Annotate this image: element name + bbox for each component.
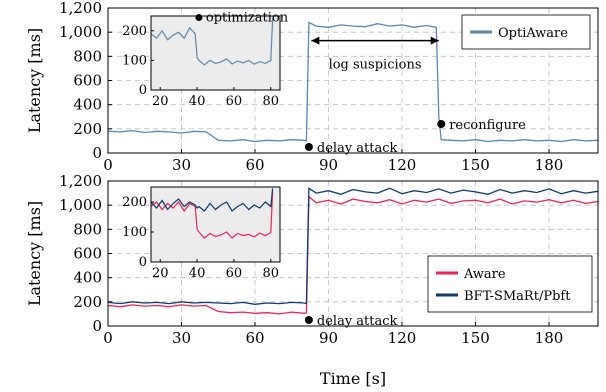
plot-frame bbox=[107, 180, 599, 327]
panel-2: 0 30 60 90 120 150 18002004006008001,0001,200L… bbox=[25, 172, 599, 347]
annotation-marker bbox=[437, 120, 446, 128]
y-tick-label: 200 bbox=[73, 120, 102, 138]
x-tick-label: 60 bbox=[245, 329, 264, 347]
inset-annotation-marker bbox=[195, 13, 203, 21]
inset-series-line-optiaware bbox=[150, 18, 274, 66]
legend-entry: OptiAware bbox=[498, 26, 568, 41]
inset-y-tick-label: 100 bbox=[122, 53, 147, 68]
inset-frame bbox=[150, 186, 281, 263]
y-tick-label: 800 bbox=[73, 47, 102, 65]
x-tick-label: 90 bbox=[319, 329, 338, 347]
annotation-marker bbox=[304, 142, 313, 151]
annotation-label: delay attack bbox=[317, 314, 398, 329]
inset-x-tick-label: 40 bbox=[189, 266, 206, 281]
x-tick-label: 30 bbox=[172, 156, 191, 174]
legend: OptiAware bbox=[461, 14, 591, 50]
x-tick-label: 180 bbox=[535, 329, 564, 347]
y-tick-label: 800 bbox=[73, 220, 102, 238]
series-line-optiaware bbox=[107, 21, 599, 143]
x-tick-label: 150 bbox=[461, 329, 490, 347]
inset-series-line-bft-smart-pbft bbox=[150, 188, 274, 212]
inset: 20 40 60 80 0 100 200 optimization bbox=[122, 10, 289, 109]
arrow-head-left bbox=[311, 36, 320, 45]
arrow-head-right bbox=[430, 36, 439, 45]
x-tick-label: 90 bbox=[319, 156, 338, 174]
inset-x-tick-label: 20 bbox=[152, 94, 169, 109]
inset-x-tick-label: 80 bbox=[263, 266, 280, 281]
x-tick-label: 150 bbox=[461, 156, 490, 174]
x-tick-label: 30 bbox=[172, 329, 191, 347]
inset-x-tick-label: 60 bbox=[226, 266, 243, 281]
inset-frame bbox=[150, 15, 281, 91]
y-tick-label: 600 bbox=[73, 72, 102, 90]
x-tick-label: 120 bbox=[388, 329, 417, 347]
inset-y-tick-label: 0 bbox=[139, 83, 147, 98]
y-tick-label: 0 bbox=[92, 144, 102, 162]
y-tick-label: 1,200 bbox=[59, 0, 102, 17]
inset: 20 40 60 80 0 100 200 bbox=[122, 186, 281, 281]
inset-y-tick-label: 0 bbox=[139, 255, 147, 270]
x-tick-label: 60 bbox=[245, 156, 264, 174]
annotation-label: reconfigure bbox=[449, 118, 526, 133]
y-tick-label: 600 bbox=[73, 245, 102, 263]
inset-x-tick-label: 80 bbox=[263, 94, 280, 109]
legend: Aware BFT-SMaRt/Pbft bbox=[427, 255, 593, 313]
x-tick-label: 120 bbox=[388, 156, 417, 174]
panel-1: 0 30 60 90 120 150 18002004006008001,0001,200L… bbox=[25, 0, 599, 174]
y-axis-label: Latency [ms] bbox=[25, 28, 44, 133]
x-axis-label: Time [s] bbox=[320, 369, 386, 388]
legend-entry: BFT-SMaRt/Pbft bbox=[464, 289, 571, 304]
y-axis-label: Latency [ms] bbox=[25, 201, 44, 306]
annotation-label: delay attack bbox=[317, 141, 398, 156]
y-tick-label: 200 bbox=[73, 293, 102, 311]
y-tick-label: 1,200 bbox=[59, 172, 102, 190]
inset-x-tick-label: 60 bbox=[226, 94, 243, 109]
x-tick-label: 0 bbox=[103, 329, 113, 347]
y-tick-label: 0 bbox=[92, 317, 102, 335]
inset-y-tick-label: 100 bbox=[122, 225, 147, 240]
legend-entry: Aware bbox=[463, 267, 506, 282]
inset-x-tick-label: 40 bbox=[189, 94, 206, 109]
legend-box bbox=[427, 255, 593, 313]
x-tick-label: 180 bbox=[535, 156, 564, 174]
series-line-bft-smart-pbft bbox=[107, 187, 599, 305]
inset-annotation-label: optimization bbox=[206, 10, 289, 25]
inset-y-tick-label: 200 bbox=[122, 24, 147, 39]
plot-frame bbox=[107, 7, 599, 154]
inset-y-tick-label: 200 bbox=[122, 195, 147, 210]
inset-background bbox=[150, 15, 281, 91]
series-line-aware bbox=[107, 195, 599, 315]
x-tick-label: 0 bbox=[103, 156, 113, 174]
y-tick-label: 400 bbox=[73, 96, 102, 114]
y-tick-label: 1,000 bbox=[59, 23, 102, 41]
y-tick-label: 1,000 bbox=[59, 196, 102, 214]
annotation-marker bbox=[304, 315, 313, 324]
annotation-label: log suspicions bbox=[329, 58, 422, 73]
y-tick-label: 400 bbox=[73, 269, 102, 287]
inset-x-tick-label: 20 bbox=[152, 266, 169, 281]
inset-series-line-aware bbox=[150, 191, 274, 239]
inset-background bbox=[150, 186, 281, 263]
